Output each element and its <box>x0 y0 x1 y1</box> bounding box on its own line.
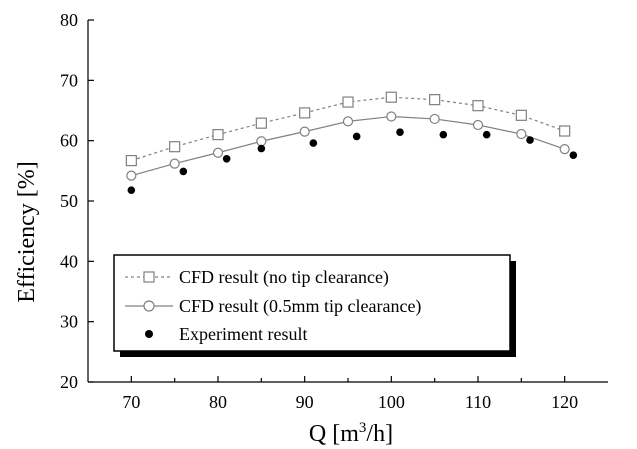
series-1-point <box>559 144 570 155</box>
x-tick-label: 70 <box>122 392 140 412</box>
series-0-point <box>385 91 397 103</box>
series-0-point <box>342 96 354 108</box>
series-0-point <box>125 154 137 167</box>
y-tick-label: 40 <box>60 251 78 271</box>
series-2-point <box>179 167 188 176</box>
series-1-point <box>169 158 180 169</box>
series-1-point <box>429 113 440 125</box>
series-1-point <box>212 147 224 158</box>
x-tick-label: 120 <box>551 392 578 412</box>
series-2-point <box>569 151 578 159</box>
legend-label-tip-clearance: CFD result (0.5mm tip clearance) <box>179 296 421 317</box>
series-0-point <box>169 141 181 153</box>
series-0-point <box>472 100 484 112</box>
x-tick-label: 100 <box>378 392 405 412</box>
legend-box <box>113 254 511 352</box>
series-2-point <box>257 144 266 153</box>
x-tick-label: 80 <box>209 392 227 412</box>
series-2-point <box>439 130 448 139</box>
series-1-point <box>256 136 267 147</box>
series-2-point <box>127 186 136 194</box>
x-tick-label: 90 <box>296 392 314 412</box>
y-tick-label: 60 <box>60 131 78 151</box>
x-tick-label: 110 <box>465 392 491 412</box>
series-2-point <box>396 128 404 137</box>
series-1-point <box>386 111 397 122</box>
y-tick-label: 30 <box>60 312 78 332</box>
series-1-point <box>516 128 527 140</box>
y-tick-label: 70 <box>60 70 78 90</box>
legend-entry-experiment: Experiment result <box>145 324 307 344</box>
series-1-point <box>126 170 137 181</box>
y-axis-title: Efficiency [%] <box>14 161 40 302</box>
series-2-point <box>222 154 231 163</box>
series-0-point <box>212 129 224 141</box>
series-0-point <box>255 117 267 129</box>
series-2-point <box>352 132 361 141</box>
x-axis-title: Q [m3/h] <box>309 420 393 447</box>
series-0-point <box>299 107 311 119</box>
legend-label-experiment: Experiment result <box>179 324 307 344</box>
y-tick-label: 50 <box>60 191 78 211</box>
series-1-point <box>299 126 310 137</box>
series-0-point <box>559 125 571 137</box>
series-1-point <box>342 116 354 127</box>
series-0-point <box>429 94 441 106</box>
series-2-point <box>526 136 534 144</box>
y-tick-label: 20 <box>60 372 78 392</box>
series-2-point <box>309 139 318 147</box>
legend-entry-tip-clearance: CFD result (0.5mm tip clearance) <box>125 296 421 317</box>
legend-entry-no-tip: CFD result (no tip clearance) <box>125 267 389 288</box>
series-2-point <box>482 130 491 139</box>
legend-label-no-tip: CFD result (no tip clearance) <box>179 267 389 288</box>
series-0-point <box>515 109 527 121</box>
series-1-point <box>472 119 484 131</box>
y-tick-label: 80 <box>60 10 78 30</box>
